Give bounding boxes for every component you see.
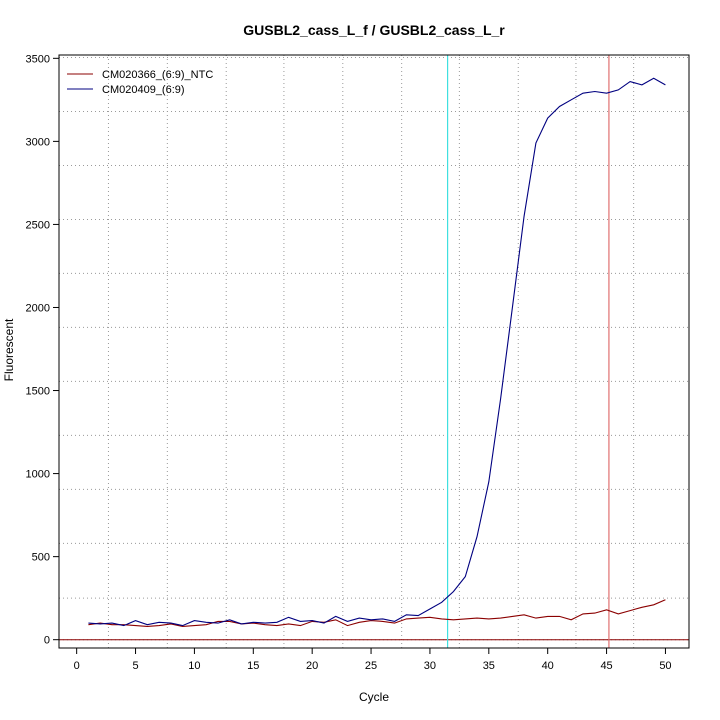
legend-label-2: CM020409_(6:9) [102,84,185,96]
y-axis: 0 500 1000 1500 2000 2500 3000 3500 [26,53,60,647]
x-axis: 0 5 10 15 20 25 30 35 40 45 50 [74,647,672,672]
y-tick-label: 500 [32,552,50,564]
y-tick-label: 1500 [26,386,50,398]
x-tick-label: 0 [74,660,80,672]
y-tick-label: 3500 [26,53,50,65]
x-tick-label: 15 [247,660,259,672]
y-tick-label: 2500 [26,219,50,231]
plot-frame [58,54,690,649]
legend: CM020366_(6:9)_NTC CM020409_(6:9) [67,69,213,96]
x-tick-label: 30 [424,660,436,672]
x-tick-label: 10 [188,660,200,672]
legend-label-1: CM020366_(6:9)_NTC [102,69,213,81]
y-tick-label: 2000 [26,302,50,314]
x-tick-label: 5 [132,660,138,672]
x-axis-label: Cycle [359,690,389,704]
y-axis-label: Fluorescent [2,318,16,381]
y-tick-label: 1000 [26,469,50,481]
reference-lines [59,55,689,648]
series-lines [88,77,666,627]
x-tick-label: 35 [483,660,495,672]
y-tick-label: 0 [44,635,50,647]
x-tick-label: 20 [306,660,318,672]
chart-title: GUSBL2_cass_L_f / GUSBL2_cass_L_r [243,22,505,38]
series-line-1 [88,599,666,627]
x-tick-label: 45 [600,660,612,672]
series-line-2 [88,77,666,627]
x-tick-label: 40 [542,660,554,672]
x-tick-label: 50 [659,660,671,672]
y-tick-label: 3000 [26,136,50,148]
grid [59,55,689,648]
x-tick-label: 25 [365,660,377,672]
